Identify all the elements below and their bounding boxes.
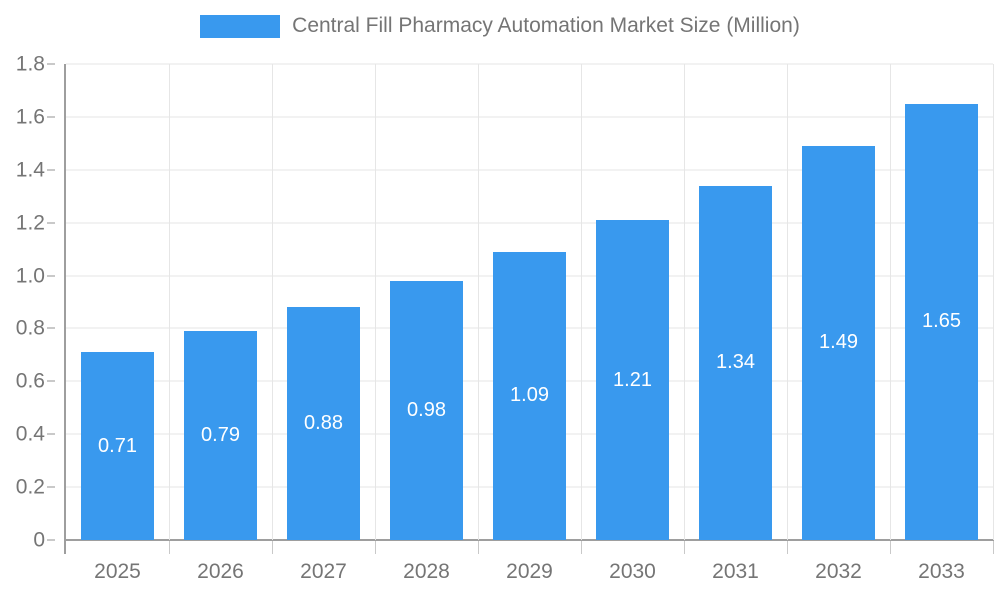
y-tick-mark bbox=[47, 274, 55, 277]
x-tick-label: 2025 bbox=[94, 560, 141, 583]
bar-cell: 0.98 bbox=[375, 64, 478, 540]
y-tick-label: 1.6 bbox=[15, 105, 45, 129]
plot-area: 0.71 0.79 0.88 0.98 1.09 1.21 1.34 1.49 1.65 bbox=[66, 63, 994, 540]
bar-cell: 1.34 bbox=[684, 64, 787, 540]
h-gridline bbox=[66, 169, 993, 171]
bar[interactable]: 1.34 bbox=[698, 185, 773, 540]
v-gridline bbox=[890, 64, 891, 540]
y-tick-label: 0.8 bbox=[15, 316, 45, 340]
x-tick-label: 2028 bbox=[403, 560, 450, 583]
x-axis-ticks bbox=[66, 541, 994, 554]
y-tick-label: 0.2 bbox=[15, 475, 45, 499]
y-tick-mark bbox=[47, 63, 55, 65]
bar-value-label: 1.09 bbox=[510, 384, 549, 407]
x-tick-mark bbox=[683, 541, 685, 554]
bar-value-label: 1.49 bbox=[819, 331, 858, 354]
bar-value-label: 0.71 bbox=[98, 434, 137, 457]
v-gridline bbox=[169, 64, 170, 540]
x-tick-label: 2029 bbox=[506, 560, 553, 583]
v-gridline bbox=[581, 64, 582, 540]
bar-value-label: 0.79 bbox=[201, 424, 240, 447]
bar-cell: 1.65 bbox=[890, 64, 993, 540]
x-tick-label: 2032 bbox=[815, 560, 862, 583]
x-tick-mark bbox=[169, 541, 170, 554]
y-tick-mark bbox=[47, 168, 55, 171]
x-tick-mark bbox=[478, 541, 479, 554]
y-tick-mark bbox=[47, 433, 55, 436]
x-tick-label: 2026 bbox=[197, 560, 244, 583]
bar[interactable]: 1.21 bbox=[595, 220, 670, 540]
bar[interactable]: 0.98 bbox=[389, 280, 464, 540]
y-tick-label: 1.2 bbox=[15, 211, 45, 235]
bar-cell: 0.79 bbox=[169, 64, 272, 540]
bar-cell: 0.88 bbox=[272, 64, 375, 540]
v-gridline bbox=[478, 64, 479, 540]
y-tick-label: 0.6 bbox=[15, 369, 45, 393]
bar[interactable]: 0.79 bbox=[183, 331, 258, 540]
bar-cell: 1.49 bbox=[787, 64, 890, 540]
x-tick-mark bbox=[374, 541, 376, 554]
y-tick-mark bbox=[47, 221, 55, 224]
y-tick-label: 0 bbox=[33, 528, 45, 552]
bar[interactable]: 1.65 bbox=[904, 103, 979, 540]
x-tick-mark bbox=[890, 541, 891, 554]
y-tick-mark bbox=[47, 327, 55, 330]
x-tick-label: 2033 bbox=[918, 560, 965, 583]
legend-swatch-icon bbox=[200, 14, 281, 38]
y-tick-label: 1.8 bbox=[15, 52, 45, 76]
x-tick-label: 2027 bbox=[300, 560, 347, 583]
h-gridline bbox=[66, 222, 993, 224]
bars-layer: 0.71 0.79 0.88 0.98 1.09 1.21 1.34 1.49 1.65 bbox=[66, 64, 993, 540]
y-tick-mark bbox=[47, 539, 55, 541]
bar-value-label: 0.88 bbox=[304, 412, 343, 435]
v-gridline bbox=[993, 64, 994, 540]
y-tick-mark bbox=[47, 115, 55, 118]
x-tick-mark bbox=[787, 541, 788, 554]
x-tick-label: 2031 bbox=[712, 560, 759, 583]
bar[interactable]: 1.49 bbox=[801, 145, 876, 540]
y-tick-label: 1.4 bbox=[15, 158, 45, 182]
h-gridline bbox=[66, 116, 993, 118]
legend-label: Central Fill Pharmacy Automation Market … bbox=[292, 14, 800, 37]
x-axis-line bbox=[64, 539, 994, 541]
y-axis-labels: 0 0.2 0.4 0.6 0.8 1.0 1.2 1.4 1.6 1.8 bbox=[0, 54, 45, 551]
v-gridline bbox=[683, 64, 685, 540]
x-tick-mark bbox=[993, 541, 994, 554]
y-tick-label: 0.4 bbox=[15, 422, 45, 446]
x-tick-mark bbox=[272, 541, 273, 554]
v-gridline bbox=[272, 64, 273, 540]
x-axis-labels: 2025 2026 2027 2028 2029 2030 2031 2032 2033 bbox=[66, 560, 993, 584]
bar-cell: 1.09 bbox=[478, 64, 581, 540]
bar-value-label: 1.34 bbox=[716, 351, 755, 374]
v-gridline bbox=[374, 64, 376, 540]
bar-cell: 1.21 bbox=[581, 64, 684, 540]
legend[interactable]: Central Fill Pharmacy Automation Market … bbox=[0, 14, 1000, 38]
bar-value-label: 0.98 bbox=[407, 398, 446, 421]
y-axis-line bbox=[64, 64, 66, 554]
x-tick-mark bbox=[581, 541, 582, 554]
y-tick-label: 1.0 bbox=[15, 264, 45, 288]
v-gridline bbox=[787, 64, 788, 540]
h-gridline bbox=[66, 63, 993, 65]
y-axis-ticks bbox=[47, 63, 55, 541]
bar-cell: 0.71 bbox=[66, 64, 169, 540]
bar-value-label: 1.21 bbox=[613, 368, 652, 391]
y-tick-mark bbox=[47, 380, 55, 383]
x-tick-label: 2030 bbox=[609, 560, 656, 583]
bar[interactable]: 0.71 bbox=[80, 352, 155, 540]
y-tick-mark bbox=[47, 486, 55, 489]
bar[interactable]: 1.09 bbox=[492, 251, 567, 540]
bar[interactable]: 0.88 bbox=[286, 307, 361, 540]
bar-value-label: 1.65 bbox=[922, 310, 961, 333]
